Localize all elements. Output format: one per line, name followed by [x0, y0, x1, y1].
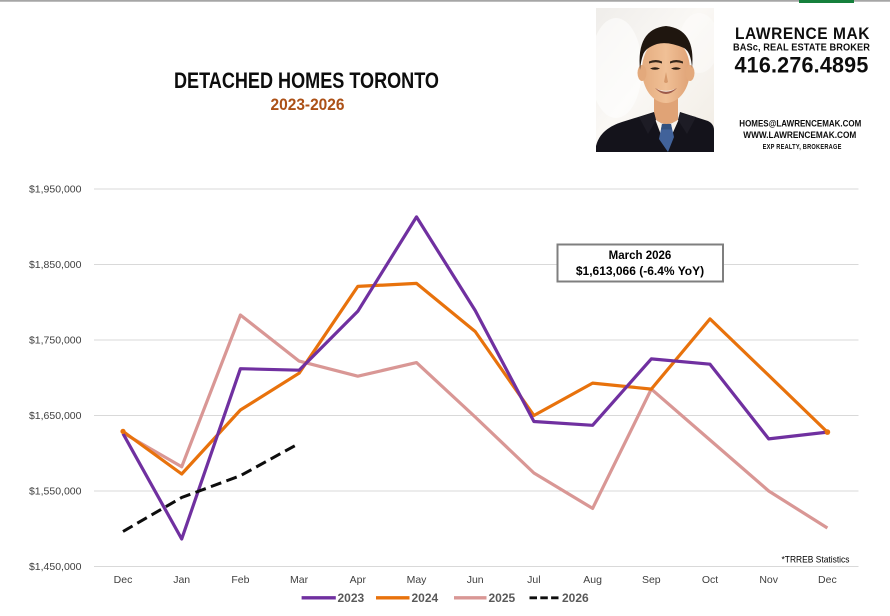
svg-text:DETACHED HOMES TORONTO: DETACHED HOMES TORONTO — [174, 68, 439, 93]
svg-text:2023: 2023 — [338, 591, 365, 605]
svg-text:EXP REALTY, BROKERAGE: EXP REALTY, BROKERAGE — [763, 142, 842, 151]
svg-text:Jan: Jan — [173, 574, 190, 586]
svg-text:Jun: Jun — [467, 574, 484, 586]
svg-text:$1,750,000: $1,750,000 — [29, 335, 82, 347]
svg-text:Dec: Dec — [114, 574, 133, 586]
svg-text:Apr: Apr — [350, 574, 367, 586]
svg-text:Feb: Feb — [231, 574, 249, 586]
svg-text:LAWRENCE MAK: LAWRENCE MAK — [735, 24, 870, 43]
svg-text:$1,450,000: $1,450,000 — [29, 561, 82, 573]
svg-text:May: May — [407, 574, 428, 586]
svg-text:Sep: Sep — [642, 574, 661, 586]
svg-text:416.276.4895: 416.276.4895 — [735, 53, 869, 78]
svg-text:Oct: Oct — [702, 574, 718, 586]
svg-text:2025: 2025 — [489, 591, 516, 605]
svg-text:WWW.LAWRENCEMAK.COM: WWW.LAWRENCEMAK.COM — [743, 130, 856, 141]
svg-text:2026: 2026 — [562, 591, 589, 605]
svg-text:$1,950,000: $1,950,000 — [29, 184, 82, 196]
svg-text:March 2026: March 2026 — [609, 250, 672, 262]
svg-text:Aug: Aug — [583, 574, 602, 586]
svg-text:$1,650,000: $1,650,000 — [29, 410, 82, 422]
svg-text:Mar: Mar — [290, 574, 309, 586]
svg-text:*TRREB Statistics: *TRREB Statistics — [782, 555, 850, 566]
svg-text:BASc, REAL ESTATE BROKER: BASc, REAL ESTATE BROKER — [733, 42, 870, 54]
svg-text:Jul: Jul — [527, 574, 540, 586]
svg-text:Dec: Dec — [818, 574, 837, 586]
svg-text:$1,550,000: $1,550,000 — [29, 486, 82, 498]
svg-text:$1,613,066 (-6.4% YoY): $1,613,066 (-6.4% YoY) — [576, 264, 704, 278]
svg-text:2023-2026: 2023-2026 — [271, 96, 345, 114]
svg-text:Nov: Nov — [759, 574, 778, 586]
svg-text:$1,850,000: $1,850,000 — [29, 259, 82, 271]
svg-text:2024: 2024 — [412, 591, 439, 605]
svg-text:HOMES@LAWRENCEMAK.COM: HOMES@LAWRENCEMAK.COM — [739, 118, 861, 129]
